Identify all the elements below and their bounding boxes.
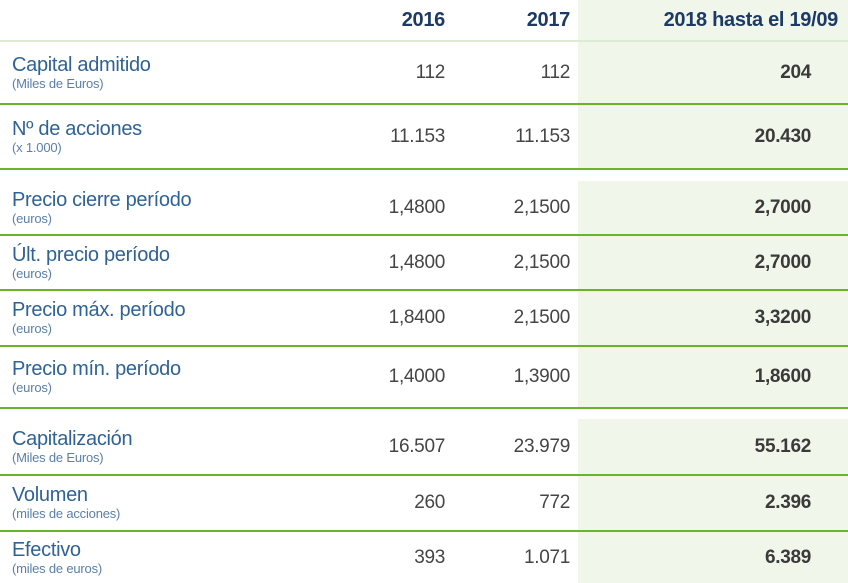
row-label-group: Últ. precio período (euros) (0, 236, 328, 289)
value-2017: 23.979 (513, 435, 571, 457)
row-label-group: Precio máx. período (euros) (0, 291, 328, 345)
row-precio-max: Precio máx. período (euros) 1,8400 2,150… (0, 291, 848, 347)
row-unit: (euros) (12, 380, 52, 395)
row-label-group: Capitalización (Miles de Euros) (0, 419, 328, 474)
value-2018: 1,8600 (578, 347, 848, 407)
row-label-group: Efectivo (miles de euros) (0, 532, 328, 583)
row-unit: (euros) (12, 210, 52, 226)
row-label: Precio mín. período (12, 358, 181, 380)
col-header-2016: 2016 (401, 8, 446, 31)
row-label: Precio cierre período (12, 188, 192, 211)
value-2016: 1,4000 (388, 366, 446, 387)
row-unit: (x 1.000) (12, 139, 62, 155)
value-2017: 772 (539, 492, 570, 513)
column-gap (570, 236, 578, 289)
row-unit: (euros) (12, 321, 52, 336)
row-unit: (miles de acciones) (12, 506, 121, 521)
row-label: Capitalización (12, 427, 133, 450)
row-unit: (Miles de Euros) (12, 449, 104, 465)
row-label: Nº de acciones (12, 117, 142, 140)
row-label-group: Precio cierre período (euros) (0, 181, 328, 234)
row-label-group: Capital admitido (Miles de Euros) (0, 42, 328, 103)
row-label: Últ. precio período (12, 243, 170, 266)
value-2018: 2.396 (578, 476, 848, 530)
row-precio-cierre: Precio cierre período (euros) 1,4800 2,1… (0, 181, 848, 236)
value-2016: 393 (414, 546, 445, 568)
row-efectivo: Efectivo (miles de euros) 393 1.071 6.38… (0, 532, 848, 583)
value-2016: 1,4800 (388, 196, 446, 218)
row-ult-precio: Últ. precio período (euros) 1,4800 2,150… (0, 236, 848, 291)
header-empty-cell (0, 0, 328, 40)
value-2018: 55.162 (578, 419, 848, 474)
value-2017: 2,1500 (513, 196, 571, 218)
col-header-2018: 2018 hasta el 19/09 (578, 0, 848, 40)
row-label: Capital admitido (12, 53, 151, 76)
column-gap (570, 42, 578, 103)
value-2018: 204 (578, 42, 848, 103)
row-unit: (Miles de Euros) (12, 75, 104, 91)
value-2016: 1,4800 (388, 251, 446, 273)
row-label-group: Nº de acciones (x 1.000) (0, 105, 328, 168)
column-gap (570, 291, 578, 345)
row-num-acciones: Nº de acciones (x 1.000) 11.153 11.153 2… (0, 105, 848, 170)
value-2016: 260 (414, 492, 445, 513)
column-gap (570, 419, 578, 474)
row-label: Precio máx. período (12, 299, 186, 321)
table-header-row: 2016 2017 2018 hasta el 19/09 (0, 0, 848, 42)
value-2016: 112 (415, 61, 446, 83)
value-2016: 11.153 (390, 125, 445, 147)
row-label-group: Volumen (miles de acciones) (0, 476, 328, 530)
col-header-2017: 2017 (526, 8, 571, 31)
value-2018: 6.389 (578, 532, 848, 583)
row-volumen: Volumen (miles de acciones) 260 772 2.39… (0, 476, 848, 532)
value-2018: 3,3200 (578, 291, 848, 345)
value-2017: 2,1500 (513, 251, 571, 273)
value-2016: 16.507 (388, 435, 446, 457)
row-label: Efectivo (12, 538, 81, 561)
value-2018: 2,7000 (578, 181, 848, 234)
column-gap (570, 532, 578, 583)
value-2017: 1,3900 (513, 366, 571, 387)
column-gap (570, 105, 578, 168)
value-2017: 1.071 (523, 546, 570, 568)
column-gap (570, 0, 578, 40)
row-unit: (miles de euros) (12, 560, 102, 576)
value-2016: 1,8400 (388, 307, 446, 328)
value-2018: 20.430 (578, 105, 848, 168)
column-gap (570, 476, 578, 530)
section-gap (0, 409, 848, 419)
row-capital-admitido: Capital admitido (Miles de Euros) 112 11… (0, 42, 848, 105)
row-precio-min: Precio mín. período (euros) 1,4000 1,390… (0, 347, 848, 409)
row-unit: (euros) (12, 265, 52, 281)
value-2018: 2,7000 (578, 236, 848, 289)
section-gap (0, 170, 848, 181)
row-label: Volumen (12, 484, 88, 506)
column-gap (570, 347, 578, 407)
value-2017: 2,1500 (513, 307, 571, 328)
value-2017: 11.153 (515, 125, 570, 147)
column-gap (570, 181, 578, 234)
value-2017: 112 (540, 61, 571, 83)
row-capitalizacion: Capitalización (Miles de Euros) 16.507 2… (0, 419, 848, 476)
row-label-group: Precio mín. período (euros) (0, 347, 328, 407)
